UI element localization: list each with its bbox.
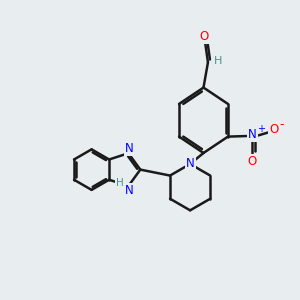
Text: H: H	[116, 178, 123, 188]
Text: O: O	[269, 123, 278, 136]
Text: H: H	[214, 56, 223, 66]
Text: -: -	[280, 118, 284, 130]
Text: N: N	[248, 128, 257, 141]
Text: N: N	[125, 184, 134, 197]
Text: O: O	[200, 30, 209, 43]
Text: N: N	[186, 157, 195, 169]
Text: O: O	[248, 155, 257, 168]
Text: +: +	[256, 124, 265, 134]
Text: N: N	[124, 142, 134, 155]
